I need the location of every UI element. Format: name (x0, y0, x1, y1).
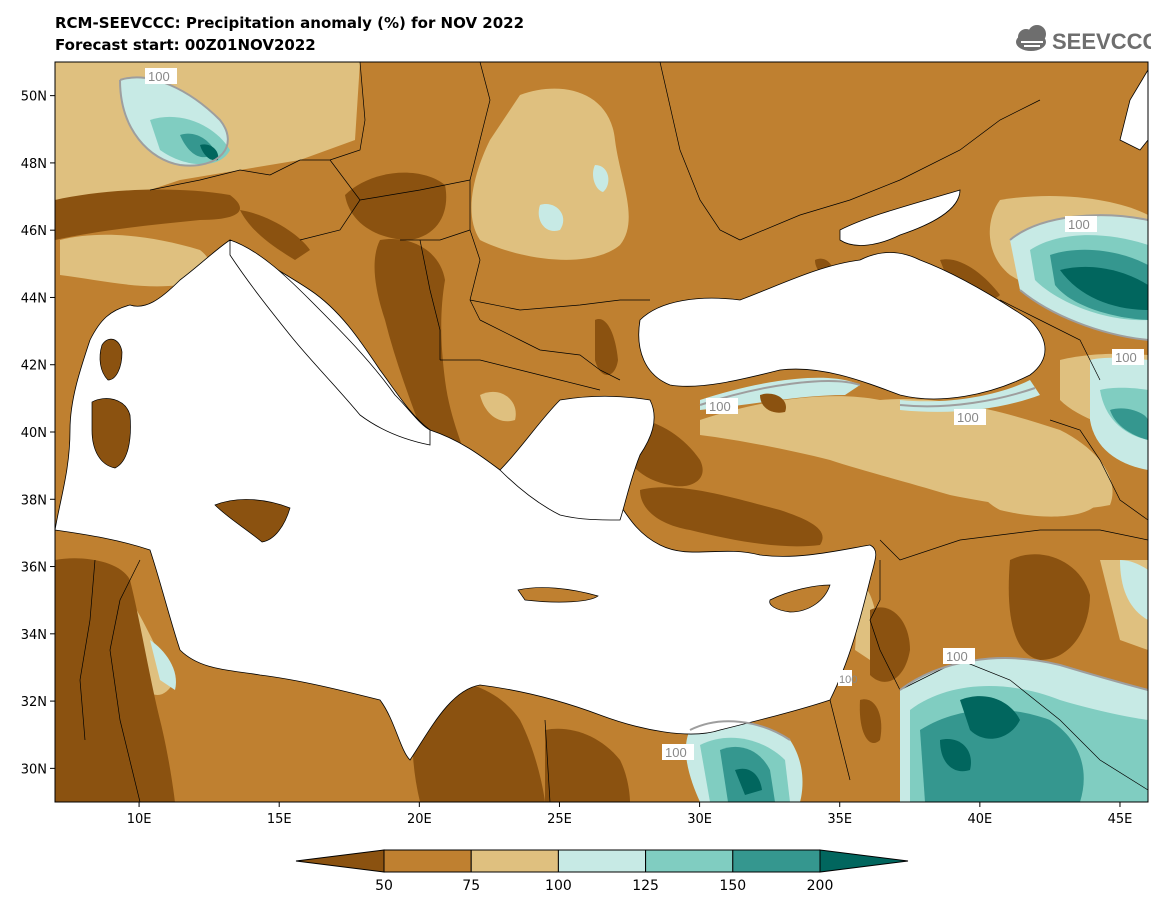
colorbar-box (383, 849, 472, 873)
contour-labels: 100 100 100 100 100 100 100 100 (145, 68, 1144, 760)
lat-tick-label: 38N (21, 493, 47, 508)
lat-tick-label: 40N (21, 426, 47, 441)
azov-sea (839, 189, 961, 246)
black-sea (638, 252, 1046, 400)
contour-label: 100 (946, 649, 968, 664)
colorbar: 50 75 100 125 150 200 (295, 849, 909, 894)
contour-label: 100 (1115, 350, 1137, 365)
lat-tick-label: 32N (21, 695, 47, 710)
latitude-axis: 50N 48N 46N 44N 42N 40N 38N 36N 34N 32N 30N (21, 90, 55, 777)
sardinia (91, 398, 131, 469)
aegean-sea (499, 395, 655, 521)
logo-text: SEEVCCC (1052, 29, 1151, 54)
corsica (99, 338, 123, 381)
lat-tick-label: 50N (21, 90, 47, 105)
crete (517, 587, 599, 603)
colorbar-level-label: 125 (632, 878, 659, 894)
islands (91, 338, 831, 613)
colorbar-level-label: 50 (375, 878, 393, 894)
lat-tick-label: 34N (21, 628, 47, 643)
colorbar-box (645, 849, 734, 873)
map-area: 100 100 100 100 100 100 100 100 (55, 62, 1148, 802)
sicily (214, 499, 291, 543)
colorbar-level-label: 100 (545, 878, 572, 894)
cyprus (769, 584, 831, 613)
colorbar-box (470, 849, 559, 873)
contour-label: 100 (1068, 217, 1090, 232)
lat-tick-label: 42N (21, 359, 47, 374)
lon-tick-label: 40E (967, 812, 992, 827)
contour-label: 100 (957, 410, 979, 425)
lat-tick-label: 48N (21, 157, 47, 172)
lon-tick-label: 35E (827, 812, 852, 827)
lon-tick-label: 20E (407, 812, 432, 827)
colorbar-high-arrow (819, 849, 909, 873)
lon-tick-label: 30E (687, 812, 712, 827)
contour-label: 100 (148, 69, 170, 84)
colorbar-level-label: 150 (719, 878, 746, 894)
map-title: RCM-SEEVCCC: Precipitation anomaly (%) f… (55, 14, 525, 32)
colorbar-level-label: 75 (462, 878, 480, 894)
lat-tick-label: 46N (21, 224, 47, 239)
colorbar-box (557, 849, 647, 873)
lon-tick-label: 25E (547, 812, 572, 827)
colorbar-level-label: 200 (807, 878, 834, 894)
longitude-axis: 10E 15E 20E 25E 30E 35E 40E 45E (127, 802, 1133, 827)
cloud-icon (1016, 25, 1046, 51)
lat-tick-label: 36N (21, 561, 47, 576)
lat-tick-label: 30N (21, 762, 47, 777)
caspian-sea (1119, 69, 1148, 151)
colorbar-box (732, 849, 821, 873)
contour-label: 100 (709, 399, 731, 414)
seevccc-logo: SEEVCCC (1016, 25, 1151, 54)
sea-areas (55, 69, 1148, 761)
contour-label: 100 (665, 745, 687, 760)
forecast-start: Forecast start: 00Z01NOV2022 (55, 36, 316, 54)
colorbar-low-arrow (295, 849, 385, 873)
contour-label: 100 (839, 674, 857, 686)
anomaly-over-200 (200, 144, 1148, 795)
lon-tick-label: 10E (127, 812, 152, 827)
adriatic-sea (229, 239, 431, 446)
lat-tick-label: 44N (21, 291, 47, 306)
lon-tick-label: 15E (267, 812, 292, 827)
lon-tick-label: 45E (1108, 812, 1133, 827)
mediterranean-sea (55, 239, 877, 761)
